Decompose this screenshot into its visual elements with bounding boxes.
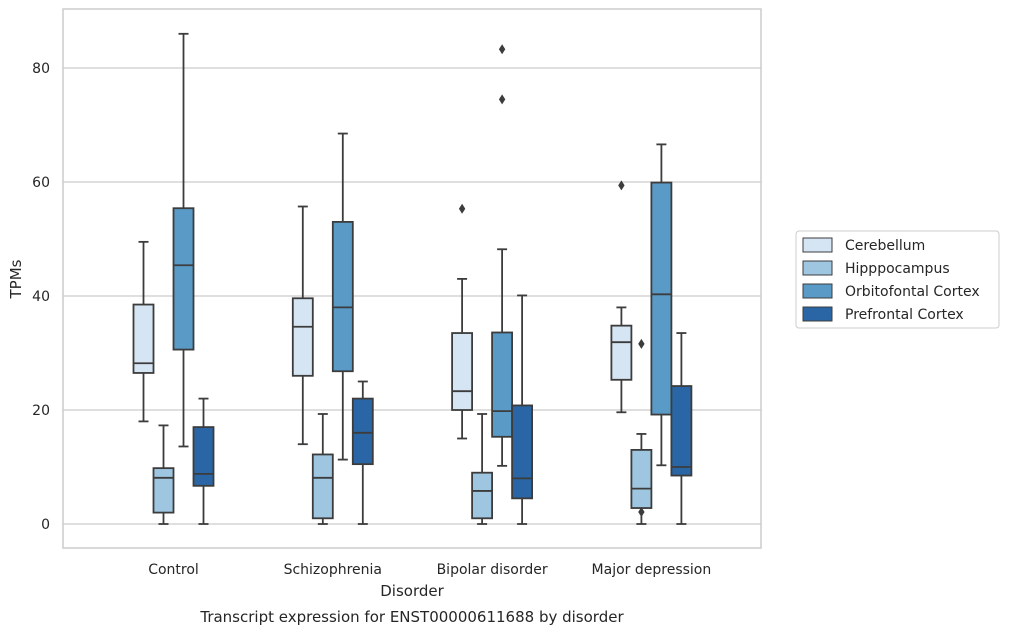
box-orbitofontal-cortex [491,44,514,467]
box-orbitofontal-cortex [172,32,195,448]
legend-swatch [802,306,833,322]
box-cerebellum [132,240,155,423]
box-iqr [610,324,633,381]
x-tick-label: Bipolar disorder [437,562,548,578]
box-hipppocampus [311,413,334,525]
legend-label: Prefrontal Cortex [845,307,964,323]
box-prefrontal-cortex [670,332,693,525]
x-axis-label: Disorder [380,582,444,600]
box-hipppocampus [471,413,494,525]
box-iqr [471,471,494,520]
box-iqr [351,397,374,466]
x-tick-label: Major depression [592,562,712,578]
legend-swatch [802,283,833,299]
box-iqr [331,220,354,373]
legend-label: Cerebellum [845,238,925,254]
outlier-point [458,203,466,214]
y-axis-ticks: 0 20 40 60 80 [32,61,50,533]
legend-frame [795,230,1000,329]
box-prefrontal-cortex [351,380,374,525]
plot-frame [62,8,762,549]
outlier-point [498,44,506,55]
box-iqr [670,385,693,477]
box-cerebellum [291,205,314,446]
outlier-point [498,94,506,105]
box-cerebellum [451,203,474,440]
boxes-group [132,32,693,525]
box-iqr [511,404,533,500]
y-tick-label: 80 [32,61,50,77]
legend-swatch [802,260,833,276]
box-iqr [192,426,215,487]
legend-label: Hipppocampus [845,261,950,277]
chart-caption: Transcript expression for ENST0000061168… [199,608,624,626]
y-tick-label: 40 [32,289,50,305]
x-tick-label: Control [148,562,199,578]
legend-swatch [802,237,833,253]
box-iqr [630,448,653,509]
box-hipppocampus [630,338,653,525]
legend: Cerebellum Hipppocampus Orbitofontal Corte… [795,230,1000,329]
box-orbitofontal-cortex [650,143,673,467]
x-axis-ticks: Control Schizophrenia Bipolar disorder Majo… [148,562,711,578]
y-tick-label: 60 [32,175,50,191]
outlier-point [618,180,625,191]
box-iqr [132,303,155,374]
outlier-point [638,507,645,518]
box-cerebellum [610,180,633,414]
x-tick-label: Schizophrenia [284,562,382,578]
outlier-point [638,338,645,349]
box-iqr [451,332,474,411]
box-prefrontal-cortex [511,294,533,525]
box-orbitofontal-cortex [331,132,354,461]
y-tick-label: 20 [32,403,50,419]
box-prefrontal-cortex [192,397,215,525]
box-hipppocampus [152,424,175,525]
box-iqr [172,207,195,351]
box-iqr [291,297,314,377]
box-iqr [311,453,334,520]
box-iqr [650,181,673,416]
y-axis-label: TPMs [7,259,25,299]
box-iqr [152,467,175,514]
box-iqr [491,331,514,438]
y-tick-label: 0 [41,517,50,533]
legend-label: Orbitofontal Cortex [845,284,980,300]
